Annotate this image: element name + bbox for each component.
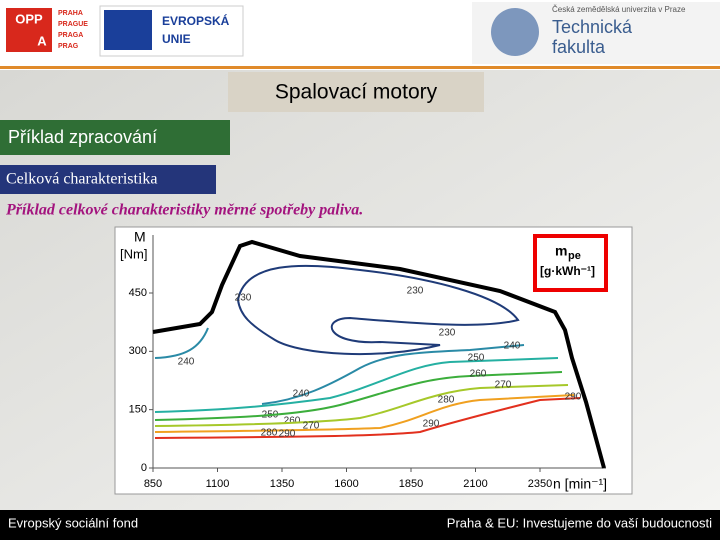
faculty-name: Technická xyxy=(552,17,633,37)
slide-title: Spalovací motory xyxy=(275,81,438,104)
footer xyxy=(0,510,720,540)
contour-line xyxy=(154,394,575,433)
footer-left: Evropský sociální fond xyxy=(8,515,138,530)
x-tick-label: 1100 xyxy=(206,478,230,490)
x-tick-label: 2100 xyxy=(463,478,487,490)
contour-label: 260 xyxy=(470,369,487,380)
x-tick-label: 850 xyxy=(144,478,162,490)
contour-label: 280 xyxy=(261,428,278,439)
x-axis-label: n [min⁻¹] xyxy=(553,476,607,492)
y-tick-label: 150 xyxy=(129,404,147,416)
y-axis-label: M xyxy=(134,229,146,245)
contour-line xyxy=(154,397,581,439)
contour-line xyxy=(154,384,569,427)
contour-label: 240 xyxy=(293,389,310,400)
footer-right: Praha & EU: Investujeme do vaší budoucno… xyxy=(447,515,712,530)
oppa-text: OPP xyxy=(15,11,43,26)
subsection-box xyxy=(0,165,216,194)
prague-line: PRAGA xyxy=(58,32,83,39)
caption: Příklad celkové charakteristiky měrné sp… xyxy=(5,202,363,219)
x-tick-label: 1600 xyxy=(334,478,358,490)
y-tick-label: 0 xyxy=(141,462,147,474)
prague-line: PRAHA xyxy=(58,10,83,17)
y-axis-unit: [Nm] xyxy=(120,246,147,261)
contour-label: 230 xyxy=(235,293,252,304)
contour-label: 290 xyxy=(279,429,296,440)
contour-line xyxy=(154,371,563,421)
contour-label: 250 xyxy=(468,353,485,364)
contour-line xyxy=(154,357,559,413)
contour-label: 270 xyxy=(495,380,512,391)
plot: 850 1100 1350 1600 1850 2100 2350 0 150 300 450 230… xyxy=(129,235,606,490)
eu-text: EVROPSKÁ xyxy=(162,13,230,28)
eu-flag xyxy=(104,10,152,50)
contour-label: 270 xyxy=(303,421,320,432)
eu-text: UNIE xyxy=(162,32,191,46)
section-title: Příklad zpracování xyxy=(8,127,157,147)
contour-label: 260 xyxy=(284,416,301,427)
legend-box xyxy=(533,234,608,292)
subsection-title: Celková charakteristika xyxy=(6,171,158,188)
legend-subscript: pe xyxy=(568,250,581,262)
header-rule xyxy=(0,66,720,69)
contour-label: 230 xyxy=(407,286,424,297)
legend-symbol: m xyxy=(555,243,567,259)
legend-unit: [g·kWh⁻¹] xyxy=(540,264,595,278)
y-tick-label: 300 xyxy=(129,345,147,357)
contour-label: 230 xyxy=(439,328,456,339)
university-name: Česká zemědělská univerzita v Praze xyxy=(552,5,686,14)
prague-line: PRAGUE xyxy=(58,21,88,28)
title-box xyxy=(228,72,484,112)
contour-line xyxy=(236,264,520,356)
contour-label: 290 xyxy=(565,392,582,403)
x-tick-label: 2350 xyxy=(528,478,552,490)
section-box xyxy=(0,120,230,155)
prague-lines: PRAHA PRAGUE PRAGA PRAG xyxy=(58,10,88,50)
oppa-text: A xyxy=(37,33,47,48)
faculty-name: fakulta xyxy=(552,37,606,57)
oppa-logo xyxy=(6,8,52,52)
contour-line xyxy=(261,344,525,405)
contour-label: 240 xyxy=(504,341,521,352)
full-load-curve xyxy=(152,239,606,469)
faculty-emblem xyxy=(491,8,539,56)
contour-label: 240 xyxy=(178,357,195,368)
contour-line xyxy=(154,327,209,359)
prague-line: PRAG xyxy=(58,43,79,50)
x-tick-label: 1350 xyxy=(270,478,294,490)
x-tick-label: 1850 xyxy=(399,478,423,490)
contour-label: 290 xyxy=(423,419,440,430)
contour-label: 280 xyxy=(438,395,455,406)
y-tick-label: 450 xyxy=(129,287,147,299)
